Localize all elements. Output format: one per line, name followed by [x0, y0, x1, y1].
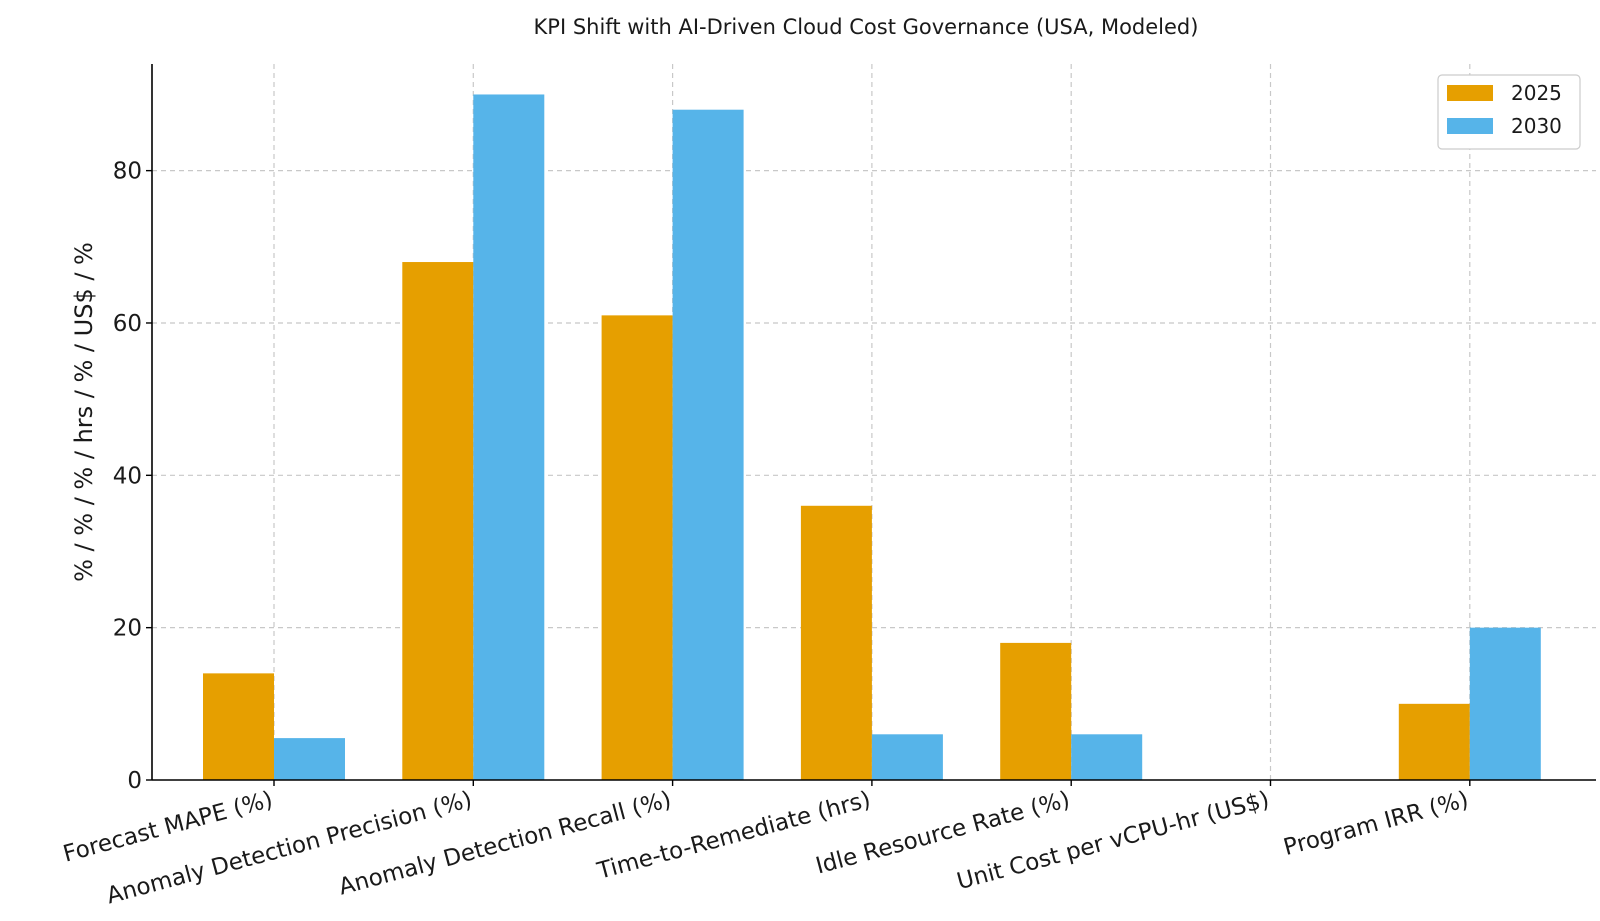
bar-2030-2 [672, 109, 744, 780]
bar-2030-6 [1469, 627, 1541, 780]
bar-2025-6 [1398, 703, 1470, 780]
bar-2030-1 [473, 94, 545, 781]
y-axis-label: % / % / % / hrs / % / US$ / % [70, 242, 98, 582]
bars [203, 94, 1541, 781]
bar-2030-0 [274, 738, 345, 780]
y-tick-label: 0 [127, 768, 142, 794]
y-tick-label: 80 [113, 159, 142, 185]
x-tick-label: Program IRR (%) [1281, 787, 1471, 861]
bar-2025-2 [601, 315, 673, 780]
grid-lines [152, 64, 1596, 780]
bar-2025-4 [1000, 642, 1072, 780]
x-tick-label: Anomaly Detection Recall (%) [336, 787, 674, 901]
legend: 2025 2030 [1437, 74, 1581, 150]
legend-label: 2025 [1511, 81, 1562, 105]
bar-2030-4 [1071, 734, 1143, 780]
bar-2025-1 [402, 262, 474, 780]
legend-swatch-2025 [1447, 85, 1493, 101]
axes [146, 64, 1596, 786]
legend-swatch-2030 [1447, 118, 1493, 134]
bar-2025-0 [203, 673, 274, 780]
y-tick-label: 20 [113, 616, 142, 642]
bar-2030-3 [871, 734, 943, 780]
bar-2025-3 [800, 505, 872, 780]
y-tick-label: 60 [113, 311, 142, 337]
y-tick-label: 40 [113, 463, 142, 489]
x-tick-label: Anomaly Detection Precision (%) [104, 787, 475, 910]
legend-label: 2030 [1511, 114, 1562, 138]
chart-title: KPI Shift with AI-Driven Cloud Cost Gove… [534, 15, 1199, 39]
